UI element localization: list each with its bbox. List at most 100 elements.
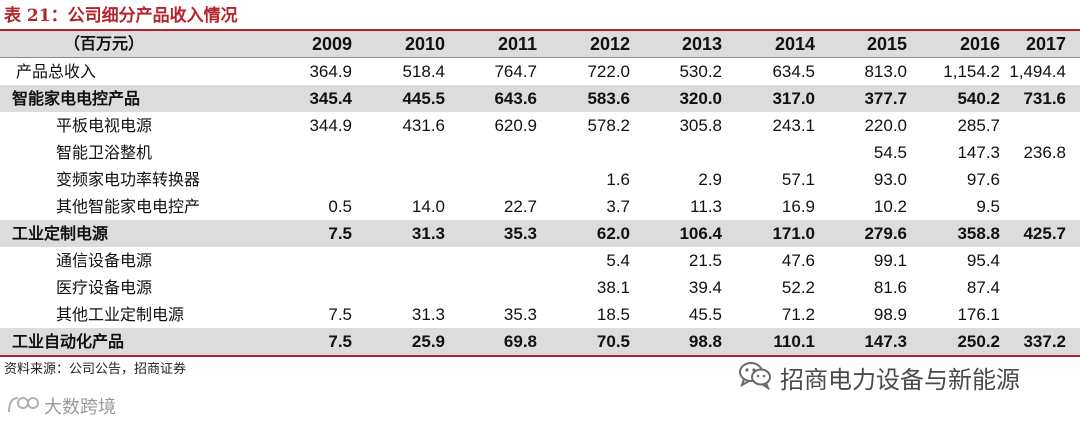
table-row: 平板电视电源 344.9 431.6 620.9 578.2 305.8 243.1 220.… (0, 112, 1080, 139)
table-cell: 431.6 (402, 116, 445, 135)
year-header: 2016 (959, 34, 1000, 54)
watermark-right-text: 招商电力设备与新能源 (780, 365, 1020, 394)
table-cell: 518.4 (402, 62, 445, 81)
table-cell: 39.4 (688, 278, 722, 297)
table-cell: 320.0 (679, 89, 722, 108)
table-cell (725, 139, 815, 166)
table-cell: 98.9 (873, 305, 907, 324)
table-cell: 317.0 (772, 89, 815, 108)
table-row: 其他智能家电电控产 0.5 14.0 22.7 3.7 11.3 16.9 10.2 9.5 (0, 193, 1080, 220)
table-cell: 377.7 (864, 89, 907, 108)
table-cell: 3.7 (606, 197, 630, 216)
row-label: 智能卫浴整机 (56, 143, 153, 162)
table-cell: 31.3 (411, 305, 445, 324)
header-band (0, 31, 1080, 57)
table-cell: 279.6 (864, 224, 907, 243)
table-cell (632, 139, 722, 166)
table-cell (355, 274, 445, 301)
table-cell: 220.0 (864, 116, 907, 135)
watermark-left: 大数跨境 (6, 393, 116, 419)
table-cell: 31.3 (411, 224, 445, 243)
table-cell: 11.3 (690, 197, 722, 216)
table-row: 通信设备电源 5.4 21.5 47.6 99.1 95.4 (0, 247, 1080, 274)
table-cell: 722.0 (587, 62, 630, 81)
table-cell: 98.8 (688, 332, 722, 351)
row-label: 医疗设备电源 (56, 278, 153, 297)
year-header: 2010 (404, 34, 445, 54)
row-label: 工业自动化产品 (12, 332, 125, 351)
table-caption: 表 21：公司细分产品收入情况 (4, 6, 238, 26)
table-cell (262, 274, 352, 301)
row-label: 通信设备电源 (56, 251, 153, 270)
table-cell (976, 166, 1066, 193)
year-header: 2017 (1025, 34, 1066, 54)
table-cell: 345.4 (309, 89, 352, 108)
table-cell: 35.3 (503, 224, 537, 243)
table-cell: 1,154.2 (943, 62, 1000, 81)
table-cell (976, 274, 1066, 301)
table-cell: 81.6 (873, 278, 907, 297)
table-cell: 87.4 (966, 278, 1000, 297)
table-cell: 578.2 (587, 116, 630, 135)
table-cell: 5.4 (606, 251, 630, 270)
table-cell: 634.5 (772, 62, 815, 81)
table-cell: 71.2 (781, 305, 815, 324)
table-cell: 250.2 (957, 332, 1000, 351)
year-header: 2012 (589, 34, 630, 54)
table-cell: 764.7 (494, 62, 537, 81)
row-label: 变频家电功率转换器 (56, 170, 201, 189)
table-cell (447, 247, 537, 274)
table-cell: 93.0 (873, 170, 907, 189)
table-cell: 337.2 (1023, 332, 1066, 351)
row-label: 智能家电电控产品 (12, 89, 141, 108)
table-cell: 54.5 (873, 143, 907, 162)
table-cell: 62.0 (596, 224, 630, 243)
table-cell (447, 166, 537, 193)
table-cell: 2.9 (698, 170, 722, 189)
table-cell (355, 247, 445, 274)
table-cell: 10.2 (873, 197, 907, 216)
table-cell: 344.9 (309, 116, 352, 135)
table-cell: 69.8 (503, 332, 537, 351)
table-cell: 25.9 (411, 332, 445, 351)
year-header: 2009 (311, 34, 352, 54)
table-row: 工业自动化产品 7.5 25.9 69.8 70.5 98.8 110.1 147.3 250.… (0, 328, 1080, 355)
table-cell: 110.1 (773, 332, 815, 351)
table-header-row: （百万元） 2009 2010 2011 2012 2013 2014 2015 2016 201… (0, 31, 1080, 57)
table-row: 智能卫浴整机 54.5 147.3 236.8 (0, 139, 1080, 166)
table-cell: 0.5 (328, 197, 352, 216)
year-header: 2013 (681, 34, 722, 54)
table-cell: 106.4 (679, 224, 722, 243)
row-label: 其他工业定制电源 (56, 305, 185, 324)
year-header: 2014 (774, 34, 815, 54)
table-cell: 97.6 (966, 170, 1000, 189)
table-cell (262, 166, 352, 193)
table-cell: 70.5 (596, 332, 630, 351)
table-cell: 425.7 (1023, 224, 1066, 243)
table-cell: 95.4 (966, 251, 1000, 270)
table-row: 其他工业定制电源 7.5 31.3 35.3 18.5 45.5 71.2 98.9 176.1 (0, 301, 1080, 328)
table-cell: 99.1 (873, 251, 907, 270)
table-cell (447, 274, 537, 301)
table-cell (447, 139, 537, 166)
table-cell (540, 139, 630, 166)
table-cell: 38.1 (596, 278, 630, 297)
table-cell: 18.5 (596, 305, 630, 324)
table-cell: 731.6 (1023, 89, 1066, 108)
table-cell (976, 301, 1066, 328)
table-cell: 35.3 (503, 305, 537, 324)
table-cell: 7.5 (328, 305, 352, 324)
table-cell: 7.5 (328, 332, 352, 351)
brand-logo-icon (6, 392, 40, 420)
table-row: 智能家电电控产品 345.4 445.5 643.6 583.6 320.0 317.0 37… (0, 85, 1080, 112)
source-note: 资料来源：公司公告，招商证券 (4, 362, 187, 377)
year-header: 2015 (866, 34, 907, 54)
row-label: 其他智能家电电控产 (56, 197, 201, 216)
table-cell: 530.2 (679, 62, 722, 81)
table-cell: 364.9 (309, 62, 352, 81)
table-cell: 14.0 (411, 197, 445, 216)
bottom-rule (0, 355, 1080, 357)
table-cell: 147.3 (957, 143, 1000, 162)
watermark-left-text: 大数跨境 (44, 397, 116, 418)
table-cell: 583.6 (587, 89, 630, 108)
